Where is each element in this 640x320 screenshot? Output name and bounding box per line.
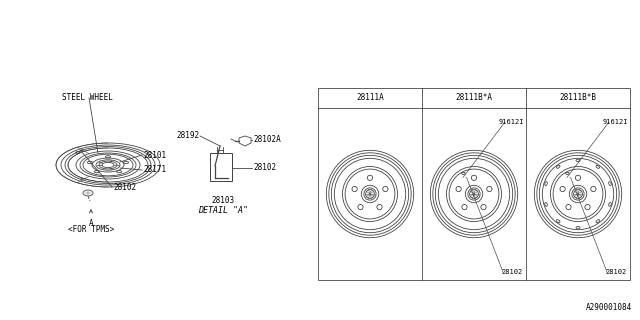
Text: 28111B*A: 28111B*A [456,93,493,102]
Text: 28111B*B: 28111B*B [559,93,596,102]
Text: 28102: 28102 [253,164,276,172]
Text: 28101: 28101 [143,150,166,159]
Bar [210,153,232,181]
Text: 28111A: 28111A [356,93,384,102]
Text: DETAIL "A": DETAIL "A" [198,206,248,215]
Text: A290001084: A290001084 [586,303,632,312]
Text: 28102: 28102 [502,269,523,275]
Text: 28171: 28171 [143,165,166,174]
Text: 28102: 28102 [605,269,627,275]
Text: STEEL WHEEL: STEEL WHEEL [62,93,113,102]
Text: <FOR TPMS>: <FOR TPMS> [68,225,114,234]
Text: 28102: 28102 [113,182,136,191]
Text: 28192: 28192 [177,132,200,140]
Text: 91612I: 91612I [499,119,524,125]
Text: A: A [89,219,93,228]
Bar [318,88,630,280]
Text: 28102A: 28102A [253,135,281,145]
Text: 91612I: 91612I [602,119,628,125]
Text: 28103: 28103 [211,196,235,205]
